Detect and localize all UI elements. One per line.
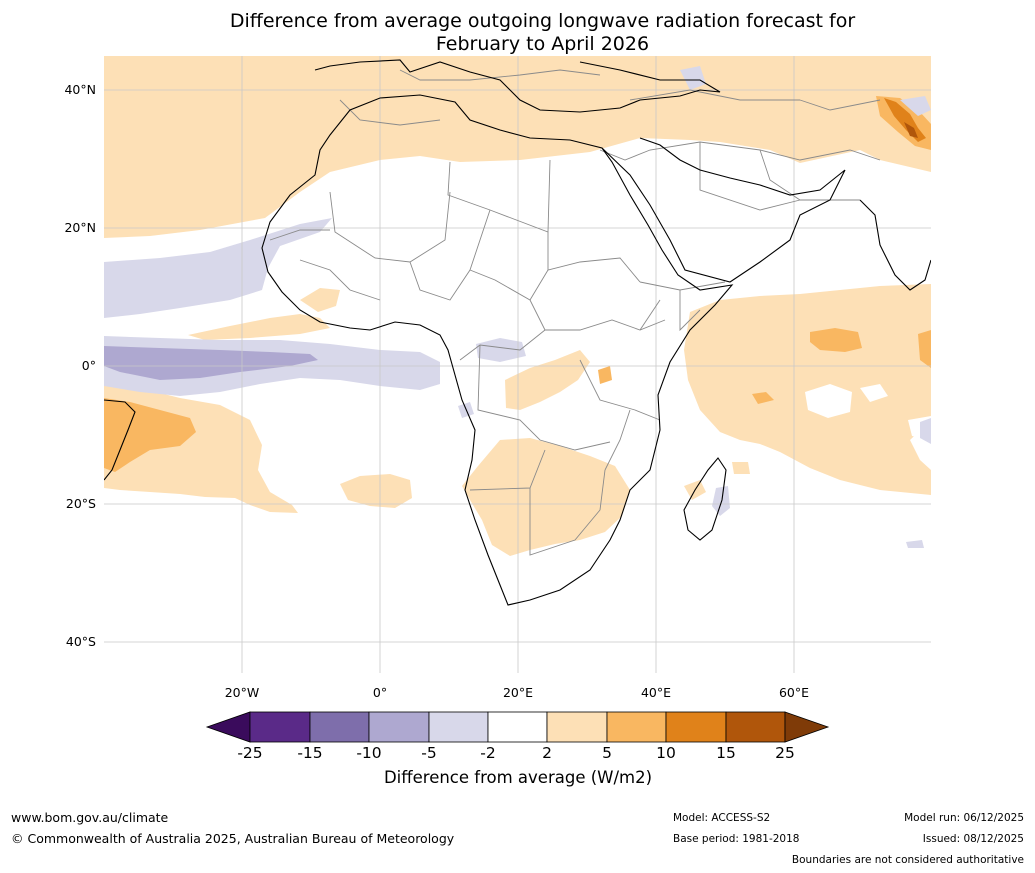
lat-label-0: 0° <box>81 358 96 373</box>
lon-label-20e: 20°E <box>502 685 534 700</box>
lon-label-20w: 20°W <box>224 685 260 700</box>
positive-anomaly-atlantic-patch <box>340 474 412 508</box>
coastlines <box>104 59 931 606</box>
colorbar-bin-9 <box>725 711 786 743</box>
model-name: Model: ACCESS-S2 <box>673 812 771 824</box>
lat-label-40s: 40°S <box>65 634 96 649</box>
positive-anomaly-gulf-of-guinea <box>188 314 330 340</box>
madagascar-coastline <box>683 457 727 541</box>
boundary-disclaimer: Boundaries are not considered authoritat… <box>791 854 1024 866</box>
colorbar <box>205 711 830 743</box>
colorbar-tick: 15 <box>716 744 736 762</box>
colorbar-bin-4 <box>428 711 489 743</box>
colorbar-bin-1 <box>249 711 311 743</box>
colorbar-bin-7 <box>606 711 667 743</box>
copyright-notice: © Commonwealth of Australia 2025, Austra… <box>11 831 455 846</box>
base-period: Base period: 1981-2018 <box>673 833 800 845</box>
issued-date: Issued: 08/12/2025 <box>922 833 1024 845</box>
moderate-anomaly-indian-ocean <box>810 328 862 352</box>
colorbar-tick: 25 <box>775 744 795 762</box>
colorbar-tick: 5 <box>602 744 612 762</box>
strong-anomaly-himalaya <box>884 98 926 142</box>
south-america-coastline <box>104 399 136 481</box>
colorbar-extend-low <box>205 711 251 743</box>
negative-anomaly-equatorial-core <box>104 346 318 380</box>
colorbar-tick: -2 <box>480 744 496 762</box>
colorbar-bin-3 <box>368 711 430 743</box>
colorbar-extend-high <box>784 711 830 743</box>
positive-anomaly-congo <box>505 350 590 410</box>
lat-label-40n: 40°N <box>64 82 96 97</box>
colorbar-bin-5 <box>487 711 548 743</box>
lon-label-40e: 40°E <box>640 685 672 700</box>
lat-label-20n: 20°N <box>64 220 96 235</box>
positive-anomaly-southern-africa <box>462 438 630 556</box>
gridlines <box>104 56 931 673</box>
lon-label-60e: 60°E <box>778 685 810 700</box>
colorbar-bin-6 <box>546 711 608 743</box>
moderate-anomaly-arabian-sea <box>918 330 931 368</box>
colorbar-tick: -5 <box>421 744 437 762</box>
map-title: Difference from average outgoing longwav… <box>0 10 1035 56</box>
positive-anomaly-madagascar-east <box>732 462 750 474</box>
colorbar-bin-8 <box>665 711 727 743</box>
website-link[interactable]: www.bom.gov.au/climate <box>11 810 169 825</box>
india-coastline <box>859 199 931 291</box>
positive-anomaly-west-africa <box>300 288 340 312</box>
colorbar-tick: -15 <box>297 744 323 762</box>
moderate-anomaly-benguela <box>104 398 196 472</box>
colorbar-tick: -10 <box>356 744 382 762</box>
colorbar-bin-2 <box>309 711 370 743</box>
positive-anomaly-indian-ocean <box>684 284 931 495</box>
colorbar-tick: 10 <box>656 744 676 762</box>
positive-anomaly-north-atlantic <box>104 56 931 238</box>
colorbar-title: Difference from average (W/m2) <box>383 768 653 787</box>
lat-label-20s: 20°S <box>65 496 96 511</box>
map-title-line1: Difference from average outgoing longwav… <box>229 10 856 32</box>
model-run-date: Model run: 06/12/2025 <box>904 812 1024 824</box>
map-title-line2: February to April 2026 <box>435 33 650 55</box>
colorbar-tick: 2 <box>542 744 552 762</box>
europe-coastline <box>314 59 721 113</box>
negative-anomaly-tropical-atlantic-north <box>104 218 332 318</box>
colorbar-tick: -25 <box>237 744 263 762</box>
lon-label-0: 0° <box>372 685 388 700</box>
red-sea-coastline <box>601 137 846 283</box>
